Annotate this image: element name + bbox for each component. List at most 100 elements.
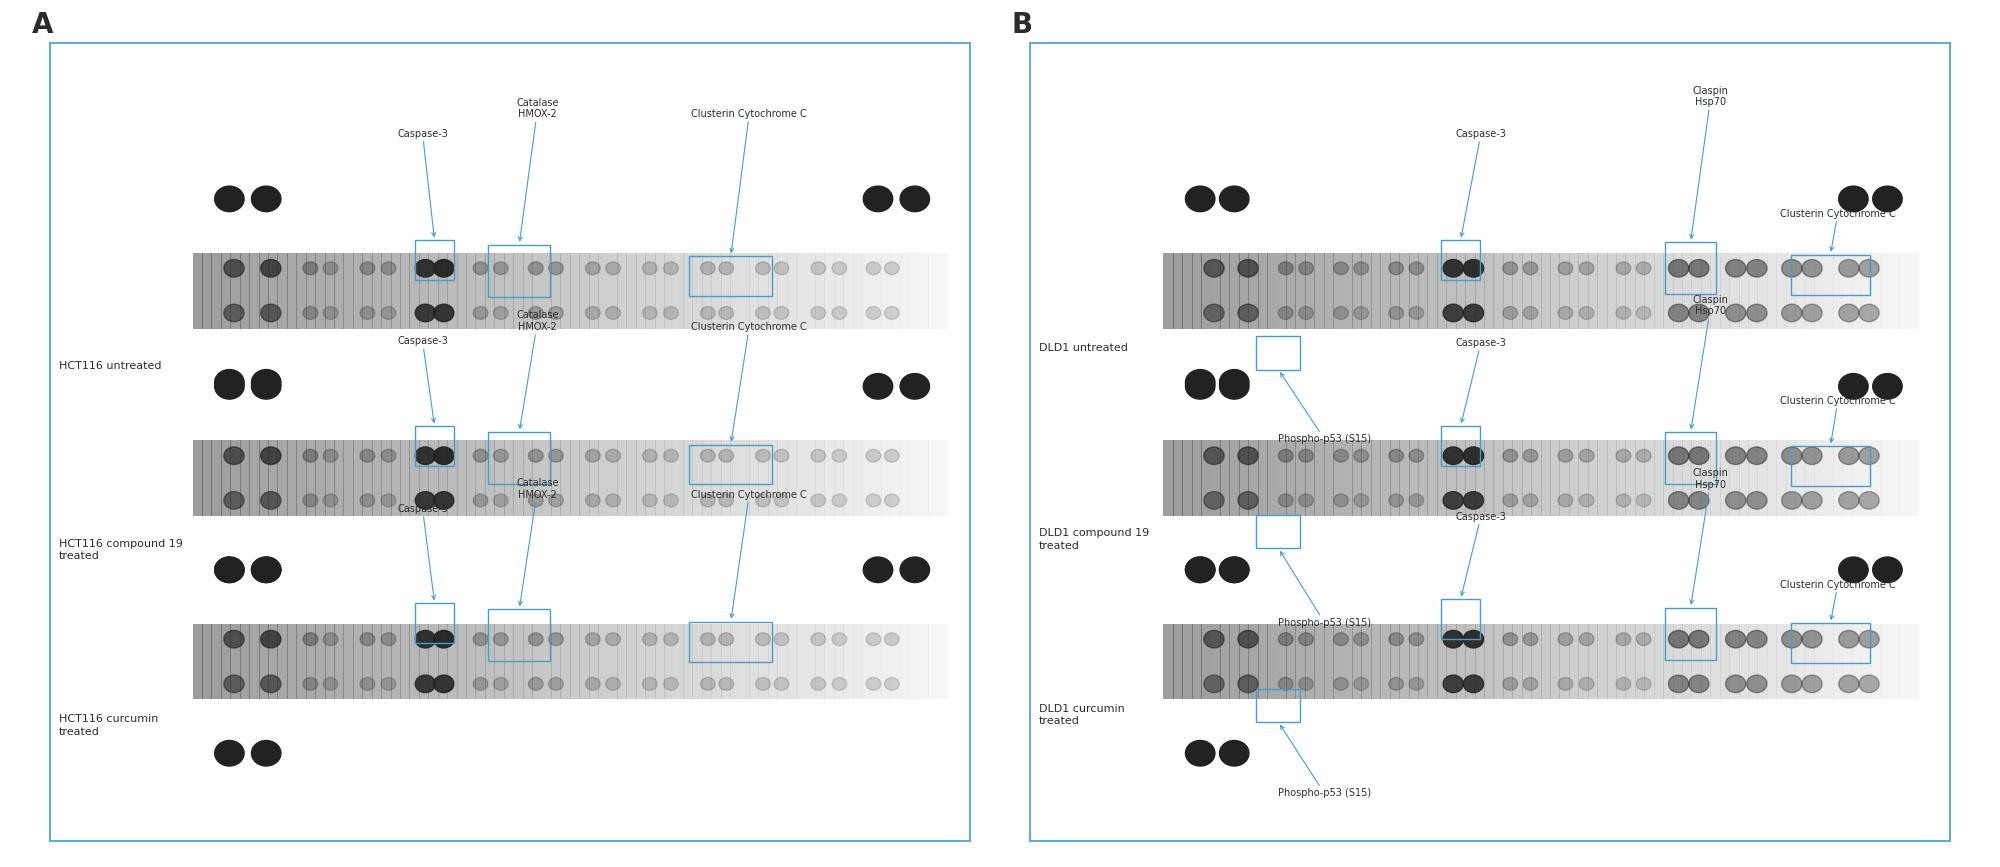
Bar <box>720 440 732 516</box>
Bar <box>438 623 448 700</box>
Text: Clusterin Cytochrome C: Clusterin Cytochrome C <box>692 109 808 252</box>
Bar <box>1276 253 1286 329</box>
Bar <box>382 440 392 516</box>
Circle shape <box>1298 449 1314 462</box>
Bar <box>476 623 486 700</box>
Bar <box>1436 253 1448 329</box>
Bar <box>1814 253 1824 329</box>
Bar <box>1766 253 1778 329</box>
Bar <box>1256 515 1300 548</box>
Circle shape <box>1782 675 1802 693</box>
Bar <box>514 440 524 516</box>
Circle shape <box>528 449 544 462</box>
Circle shape <box>1782 259 1802 277</box>
Circle shape <box>1558 677 1572 690</box>
Bar <box>1342 253 1352 329</box>
Circle shape <box>810 262 826 275</box>
Bar <box>1792 623 1870 663</box>
Circle shape <box>884 449 900 462</box>
Circle shape <box>664 307 678 319</box>
Circle shape <box>224 675 244 693</box>
Bar <box>1418 440 1428 516</box>
Bar <box>1560 440 1570 516</box>
Bar <box>1418 253 1428 329</box>
Circle shape <box>434 259 454 277</box>
Bar <box>1314 440 1324 516</box>
Bar <box>674 440 684 516</box>
Circle shape <box>774 677 788 690</box>
Bar <box>1616 623 1626 700</box>
Circle shape <box>1524 677 1538 690</box>
Circle shape <box>700 262 716 275</box>
Bar <box>410 623 420 700</box>
Bar <box>268 253 278 329</box>
Bar <box>1880 253 1890 329</box>
Bar <box>664 253 674 329</box>
Bar <box>456 253 466 329</box>
Bar <box>1522 440 1532 516</box>
Bar <box>1692 623 1702 700</box>
Bar <box>740 440 750 516</box>
Circle shape <box>494 677 508 690</box>
Bar <box>1898 440 1910 516</box>
Bar <box>1606 440 1616 516</box>
Circle shape <box>1410 494 1424 507</box>
Bar <box>1172 253 1184 329</box>
Circle shape <box>1746 675 1766 693</box>
Bar <box>1286 440 1296 516</box>
Bar <box>1164 253 1174 329</box>
Circle shape <box>528 677 544 690</box>
Bar <box>748 440 760 516</box>
Circle shape <box>474 307 488 319</box>
Bar <box>588 623 600 700</box>
Circle shape <box>1726 304 1746 322</box>
Bar <box>1210 623 1220 700</box>
Bar <box>938 440 948 516</box>
Bar <box>1522 623 1532 700</box>
Circle shape <box>304 633 318 646</box>
Bar <box>1484 623 1494 700</box>
Bar <box>844 253 854 329</box>
Bar <box>362 440 372 516</box>
Bar <box>1540 253 1550 329</box>
Bar <box>1230 623 1240 700</box>
Text: Clusterin Cytochrome C: Clusterin Cytochrome C <box>1780 396 1896 442</box>
Circle shape <box>1410 262 1424 275</box>
Bar <box>560 440 570 516</box>
Bar <box>212 440 222 516</box>
Circle shape <box>884 262 900 275</box>
Bar <box>504 623 514 700</box>
Bar <box>712 253 722 329</box>
Bar <box>494 623 504 700</box>
Bar <box>1890 253 1900 329</box>
Bar <box>580 623 590 700</box>
Bar <box>712 440 722 516</box>
Text: DLD1 untreated: DLD1 untreated <box>1040 343 1128 353</box>
Bar <box>674 253 684 329</box>
Bar <box>1870 253 1880 329</box>
Bar <box>1164 440 1174 516</box>
Bar <box>1192 440 1202 516</box>
Circle shape <box>252 557 280 583</box>
Circle shape <box>1388 307 1404 319</box>
Bar <box>1738 440 1748 516</box>
Circle shape <box>718 307 734 319</box>
Circle shape <box>1186 369 1214 395</box>
Bar <box>476 253 486 329</box>
Circle shape <box>1278 677 1294 690</box>
Bar <box>682 440 694 516</box>
Circle shape <box>1580 494 1594 507</box>
Circle shape <box>864 374 892 399</box>
Bar <box>400 253 410 329</box>
Circle shape <box>1838 557 1868 583</box>
Bar <box>654 253 666 329</box>
Bar <box>1720 253 1730 329</box>
Circle shape <box>1278 307 1294 319</box>
Bar <box>1202 623 1212 700</box>
Circle shape <box>1838 492 1858 509</box>
Bar <box>202 440 212 516</box>
Bar <box>1776 440 1786 516</box>
Bar <box>1852 623 1862 700</box>
Circle shape <box>494 307 508 319</box>
Bar <box>1682 623 1692 700</box>
